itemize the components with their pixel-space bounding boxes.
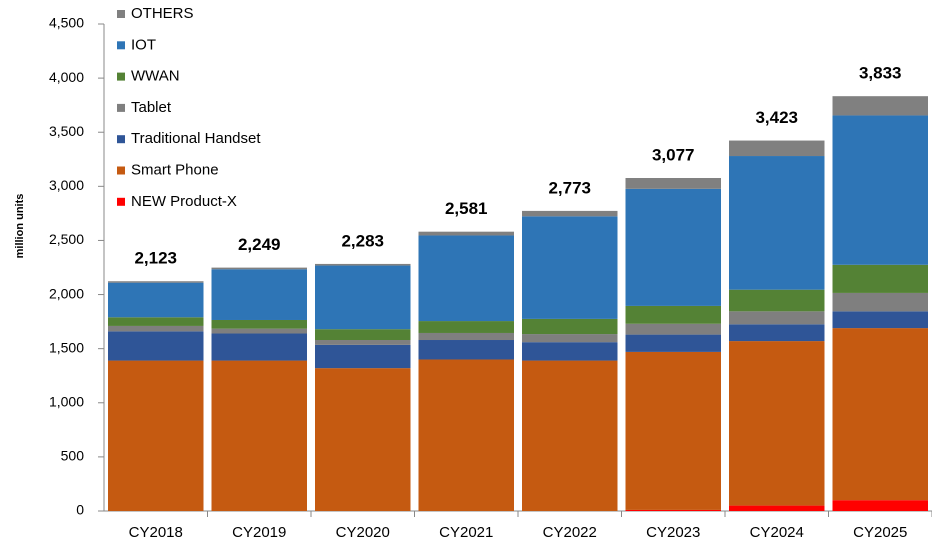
bar-segment [315,265,411,330]
y-tick-label: 2,000 [49,285,84,301]
bar-segment [418,235,514,322]
bar-segment [211,328,307,334]
bar-segment [315,368,411,511]
bar-segment [315,344,411,369]
legend-label: Tablet [131,99,172,116]
bar-segment [522,216,618,319]
bar-segment [625,334,721,352]
bar-segment [108,331,204,361]
x-tick-label: CY2019 [232,524,286,541]
bar-segment [832,264,928,293]
legend-label: Smart Phone [131,161,219,178]
x-tick-label: CY2023 [646,524,700,541]
legend-swatch [117,72,125,81]
bar-segment [625,323,721,335]
bar-segment [108,360,204,511]
bar-segment [418,359,514,511]
bar-segment [418,332,514,341]
y-tick-label: 0 [76,502,84,518]
bar-segment [522,210,618,217]
legend-swatch [117,103,125,112]
total-label: 2,773 [548,178,591,197]
bar-segment [315,263,411,266]
legend-swatch [117,197,125,206]
bar-segment [108,325,204,332]
total-label: 3,833 [859,64,902,83]
bar-segment [418,340,514,360]
bar-segment [418,321,514,333]
total-label: 3,423 [755,108,798,127]
total-label: 2,581 [445,199,488,218]
y-tick-label: 1,500 [49,339,84,355]
bar-segment [625,178,721,189]
bar-segment [832,96,928,116]
total-label: 2,283 [341,231,384,250]
bar-segment [418,231,514,236]
y-tick-label: 500 [61,448,85,464]
bar-segment [729,156,825,290]
total-label: 3,077 [652,145,695,164]
bar-segment [108,317,204,326]
bar-segment [729,341,825,506]
bar-segment [315,340,411,345]
bar-segment [211,333,307,361]
bar-segment [108,282,204,318]
legend-swatch [117,41,125,50]
bar-segment [522,360,618,511]
y-tick-label: 3,000 [49,177,84,193]
bar-segment [832,311,928,329]
bar-segment [625,188,721,306]
y-tick-label: 1,000 [49,393,84,409]
bar-segment [832,500,928,511]
bar-segment [832,115,928,265]
bar-segment [729,140,825,157]
legend-label: OTHERS [131,5,194,22]
x-tick-label: CY2020 [336,524,390,541]
total-label: 2,249 [238,235,281,254]
bar-segment [729,505,825,511]
total-label: 2,123 [134,249,177,268]
bar-segment [729,324,825,342]
bar-segment [729,311,825,325]
legend-swatch [117,135,125,144]
bar-segment [522,342,618,361]
x-tick-label: CY2021 [439,524,493,541]
bar-segment [315,329,411,341]
y-axis-label: million units [14,194,26,259]
bar-segment [625,351,721,510]
x-tick-label: CY2022 [543,524,597,541]
bar-segment [211,360,307,511]
bar-segment [211,319,307,329]
bar-segment [625,509,721,511]
bar-segment [625,305,721,324]
bar-segment [211,269,307,320]
y-tick-label: 4,000 [49,69,84,85]
bar-segment [522,318,618,335]
legend-label: WWAN [131,68,180,85]
y-tick-label: 4,500 [49,15,84,31]
x-tick-label: CY2018 [129,524,183,541]
bar-segment [108,281,204,283]
legend-label: IOT [131,36,156,53]
bar-segment [522,334,618,343]
y-tick-label: 3,500 [49,123,84,139]
bar-segment [832,292,928,312]
legend-swatch [117,10,125,18]
x-tick-label: CY2024 [750,524,804,541]
bar-segment [832,328,928,501]
legend-label: NEW Product-X [131,193,237,210]
x-tick-label: CY2025 [853,524,907,541]
bar-segment [729,289,825,312]
y-tick-label: 2,500 [49,231,84,247]
legend-swatch [117,166,125,175]
legend-label: Traditional Handset [131,130,261,147]
bar-segment [211,267,307,270]
